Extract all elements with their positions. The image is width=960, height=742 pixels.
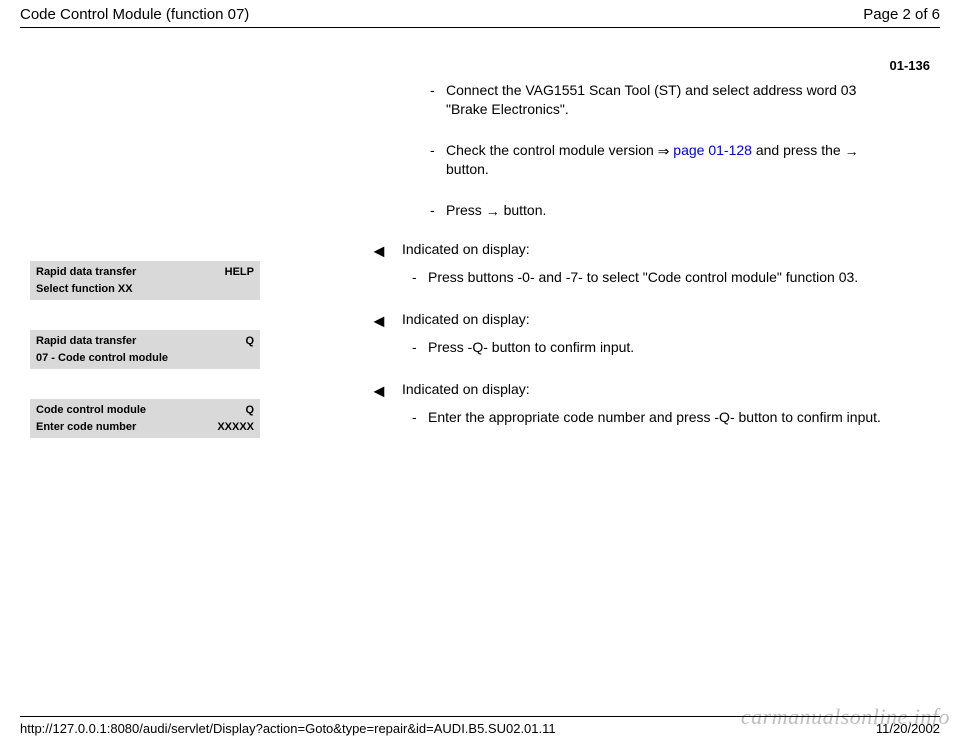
step-3-part-b: button. xyxy=(500,202,547,218)
indicated-sub-2-text: Press -Q- button to confirm input. xyxy=(428,339,930,355)
step-2-text: Check the control module version ⇒ page … xyxy=(446,141,930,179)
indicated-sub-1-text: Press buttons -0- and -7- to select "Cod… xyxy=(428,269,930,285)
indicated-sub-3-text: Enter the appropriate code number and pr… xyxy=(428,409,930,425)
link-arrow-icon: ⇒ xyxy=(658,144,670,158)
indicated-sub-3: - Enter the appropriate code number and … xyxy=(402,409,930,425)
bullet-dash: - xyxy=(430,201,446,220)
indicated-title-3: Indicated on display: xyxy=(402,381,930,397)
indicated-title-2: Indicated on display: xyxy=(402,311,930,327)
indicated-block-3: ◄ Indicated on display: - Enter the appr… xyxy=(370,381,930,445)
lcd2-line1-right: Q xyxy=(245,333,254,350)
instructions-column: - Connect the VAG1551 Scan Tool (ST) and… xyxy=(360,81,930,468)
bullet-dash: - xyxy=(412,409,428,425)
lcd1-line1-right: HELP xyxy=(225,264,254,281)
page-indicator: Page 2 of 6 xyxy=(863,6,940,23)
indicated-title-1: Indicated on display: xyxy=(402,241,930,257)
content-area: Rapid data transfer HELP Select function… xyxy=(20,81,940,468)
bullet-dash: - xyxy=(430,141,446,179)
bullet-dash: - xyxy=(412,269,428,285)
lcd3-line2-left: Enter code number xyxy=(36,419,136,436)
indicated-block-2: ◄ Indicated on display: - Press -Q- butt… xyxy=(370,311,930,375)
lcd3-line1-left: Code control module xyxy=(36,402,146,419)
right-arrow-icon: → xyxy=(845,144,859,158)
triangle-left-icon: ◄ xyxy=(370,381,402,445)
step-3: - Press → button. xyxy=(430,201,930,220)
page-footer: http://127.0.0.1:8080/audi/servlet/Displ… xyxy=(20,716,940,736)
lcd1-line1-left: Rapid data transfer xyxy=(36,264,136,281)
document-page: Code Control Module (function 07) Page 2… xyxy=(0,0,960,742)
lcd3-line1-right: Q xyxy=(245,402,254,419)
step-2: - Check the control module version ⇒ pag… xyxy=(430,141,930,179)
indicated-sub-1: - Press buttons -0- and -7- to select "C… xyxy=(402,269,930,285)
indicated-block-1: ◄ Indicated on display: - Press buttons … xyxy=(370,241,930,305)
footer-date: 11/20/2002 xyxy=(876,721,940,736)
step-1-text: Connect the VAG1551 Scan Tool (ST) and s… xyxy=(446,81,930,119)
triangle-left-icon: ◄ xyxy=(370,241,402,305)
bullet-dash: - xyxy=(412,339,428,355)
page-header: Code Control Module (function 07) Page 2… xyxy=(20,0,940,27)
triangle-left-icon: ◄ xyxy=(370,311,402,375)
lcd2-line2-left: 07 - Code control module xyxy=(36,350,168,367)
step-3-text: Press → button. xyxy=(446,201,930,220)
lcd2-line1-left: Rapid data transfer xyxy=(36,333,136,350)
lcd3-line2-right: XXXXX xyxy=(217,419,254,436)
section-number: 01-136 xyxy=(20,28,940,81)
lcd-display-1: Rapid data transfer HELP Select function… xyxy=(30,261,260,300)
step-2-part-a: Check the control module version xyxy=(446,142,658,158)
lcd-display-3: Code control module Q Enter code number … xyxy=(30,399,260,438)
lcd-column: Rapid data transfer HELP Select function… xyxy=(30,81,360,468)
bullet-dash: - xyxy=(430,81,446,119)
step-2-part-c: button. xyxy=(446,161,489,177)
lcd1-line2-left: Select function XX xyxy=(36,281,133,298)
step-1: - Connect the VAG1551 Scan Tool (ST) and… xyxy=(430,81,930,119)
footer-url: http://127.0.0.1:8080/audi/servlet/Displ… xyxy=(20,721,556,736)
step-2-part-b: and press the xyxy=(752,142,845,158)
doc-title: Code Control Module (function 07) xyxy=(20,6,249,23)
right-arrow-icon: → xyxy=(486,204,500,218)
intro-steps: - Connect the VAG1551 Scan Tool (ST) and… xyxy=(370,81,930,219)
lcd-display-2: Rapid data transfer Q 07 - Code control … xyxy=(30,330,260,369)
footer-rule xyxy=(20,716,940,717)
step-3-part-a: Press xyxy=(446,202,486,218)
indicated-sub-2: - Press -Q- button to confirm input. xyxy=(402,339,930,355)
page-link[interactable]: page 01-128 xyxy=(669,142,752,158)
